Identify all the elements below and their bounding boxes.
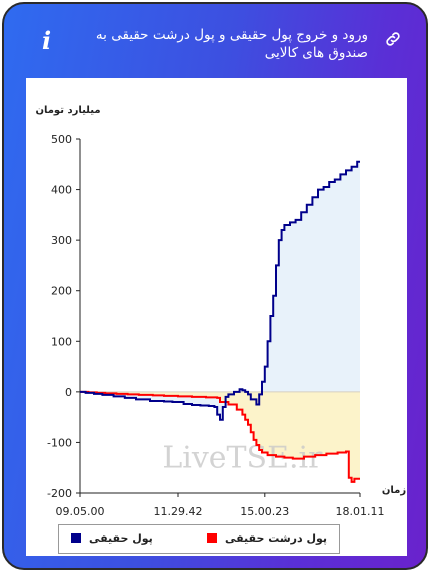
x-axis-title: زمان [382,485,406,496]
card-header: i ورود و خروج پول حقیقی و پول درشت حقیقی… [4,4,426,78]
legend-label-real: پول حقیقی [89,532,153,545]
info-icon[interactable]: i [42,26,52,55]
series-line-real [80,160,360,421]
line-chart: LiveTSE.ir5004003002001000-100-20009.05.… [35,105,406,518]
legend-label-big: پول درشت حقیقی [225,532,328,545]
x-tick-label: 09.05.00 [56,505,105,518]
chart-card: i ورود و خروج پول حقیقی و پول درشت حقیقی… [2,2,428,570]
legend-swatch-big [207,533,217,543]
y-tick-label: 400 [51,184,72,197]
y-tick-label: 500 [51,133,72,146]
link-icon[interactable] [384,30,402,48]
y-tick-label: 200 [51,285,72,298]
y-tick-label: 100 [51,335,72,348]
x-tick-label: 15.00.23 [240,505,289,518]
chart-panel: LiveTSE.ir 500 400 300 200 100 0 -100 -200 09.05.… [26,78,407,556]
y-tick-label: 300 [51,234,72,247]
series-line-big [80,390,360,483]
card-title: ورود و خروج پول حقیقی و پول درشت حقیقی ب… [95,27,368,61]
area-fill-real [80,161,360,420]
chart-legend: پول حقیقی پول درشت حقیقی [58,524,340,554]
y-tick-label: -100 [47,436,72,449]
area-fill-big [80,391,360,482]
x-tick-label: 11.29.42 [154,505,203,518]
y-tick-label: 0 [65,386,72,399]
x-tick-label: 18.01.11 [336,505,385,518]
y-axis-title: میلیارد تومان [35,105,100,116]
legend-swatch-real [71,533,81,543]
y-tick-label: -200 [47,487,72,500]
